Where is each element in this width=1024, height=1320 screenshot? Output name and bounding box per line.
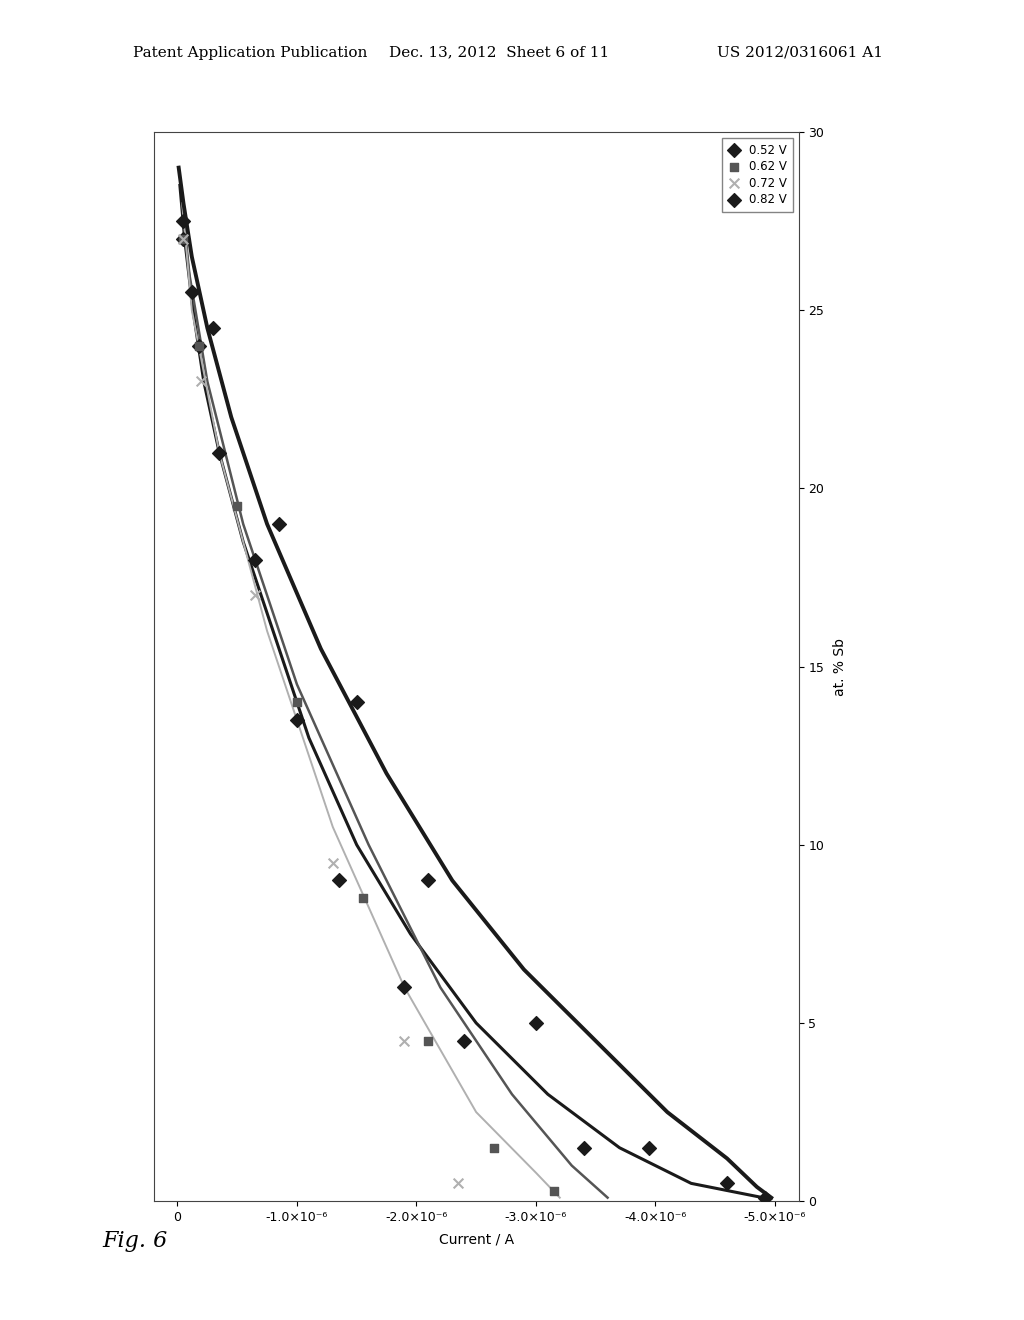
0.82 V	[175, 210, 191, 232]
0.72 V	[247, 585, 263, 606]
Text: Patent Application Publication: Patent Application Publication	[133, 46, 368, 59]
0.52 V	[575, 1137, 592, 1159]
0.82 V	[719, 1172, 735, 1193]
0.62 V	[190, 335, 207, 356]
0.72 V	[194, 371, 210, 392]
0.62 V	[175, 228, 191, 249]
Y-axis label: at. % Sb: at. % Sb	[833, 638, 847, 696]
Legend: 0.52 V, 0.62 V, 0.72 V, 0.82 V: 0.52 V, 0.62 V, 0.72 V, 0.82 V	[722, 137, 793, 213]
0.82 V	[270, 513, 287, 535]
0.62 V	[420, 1030, 436, 1051]
0.52 V	[289, 710, 305, 731]
0.52 V	[211, 442, 227, 463]
0.52 V	[456, 1030, 472, 1051]
Text: Fig. 6: Fig. 6	[102, 1230, 168, 1253]
0.62 V	[229, 496, 246, 517]
0.52 V	[396, 977, 413, 998]
0.52 V	[331, 870, 347, 891]
Text: US 2012/0316061 A1: US 2012/0316061 A1	[717, 46, 883, 59]
0.72 V	[175, 228, 191, 249]
0.62 V	[546, 1180, 562, 1201]
0.62 V	[289, 692, 305, 713]
0.82 V	[641, 1137, 657, 1159]
0.82 V	[205, 317, 221, 338]
0.72 V	[451, 1172, 467, 1193]
0.82 V	[420, 870, 436, 891]
0.62 V	[486, 1137, 503, 1159]
0.72 V	[396, 1030, 413, 1051]
X-axis label: Current / A: Current / A	[438, 1233, 514, 1246]
0.82 V	[348, 692, 365, 713]
0.52 V	[247, 549, 263, 570]
0.52 V	[190, 335, 207, 356]
0.52 V	[175, 228, 191, 249]
0.62 V	[354, 887, 371, 908]
Text: Dec. 13, 2012  Sheet 6 of 11: Dec. 13, 2012 Sheet 6 of 11	[389, 46, 609, 59]
0.82 V	[527, 1012, 544, 1034]
0.72 V	[325, 853, 341, 874]
0.82 V	[757, 1187, 773, 1208]
0.52 V	[183, 281, 200, 302]
